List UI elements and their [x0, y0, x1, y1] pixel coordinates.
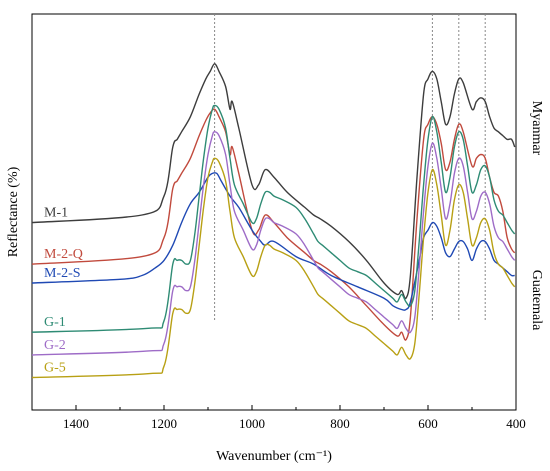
- y-axis-label: Reflectance (%): [6, 166, 21, 257]
- series-label-g-1: G-1: [44, 315, 66, 330]
- x-tick-label: 400: [506, 416, 526, 431]
- x-axis-ticks: 1400 1200 1000 800 600 400: [31, 405, 526, 431]
- x-tick-label: 1200: [151, 416, 177, 431]
- x-tick-label: 600: [418, 416, 438, 431]
- series-line-g-2: [31, 131, 516, 356]
- reference-lines: [214, 14, 486, 320]
- series-label-m-1: M-1: [44, 206, 68, 221]
- series-line-m-2-q: [31, 108, 516, 341]
- series-label-m-2-q: M-2-Q: [44, 247, 83, 262]
- series-lines: [31, 63, 516, 379]
- x-tick-label: 1000: [239, 416, 265, 431]
- series-label-m-2-s: M-2-S: [44, 266, 81, 281]
- series-label-g-5: G-5: [44, 361, 66, 376]
- x-axis-label: Wavenumber (cm⁻¹): [216, 449, 332, 464]
- group-label-myanmar: Myanmar: [529, 101, 544, 156]
- series-line-g-1: [31, 104, 516, 333]
- x-tick-label: 1400: [63, 416, 89, 431]
- x-tick-label: 800: [330, 416, 350, 431]
- group-label-guatemala: Guatemala: [529, 270, 544, 331]
- series-labels: M-1 M-2-Q M-2-S G-1 G-2 G-5: [44, 206, 83, 376]
- series-line-g-5: [31, 157, 516, 379]
- plot-frame: [31, 13, 517, 411]
- series-line-m-1: [31, 63, 516, 300]
- series-label-g-2: G-2: [44, 338, 66, 353]
